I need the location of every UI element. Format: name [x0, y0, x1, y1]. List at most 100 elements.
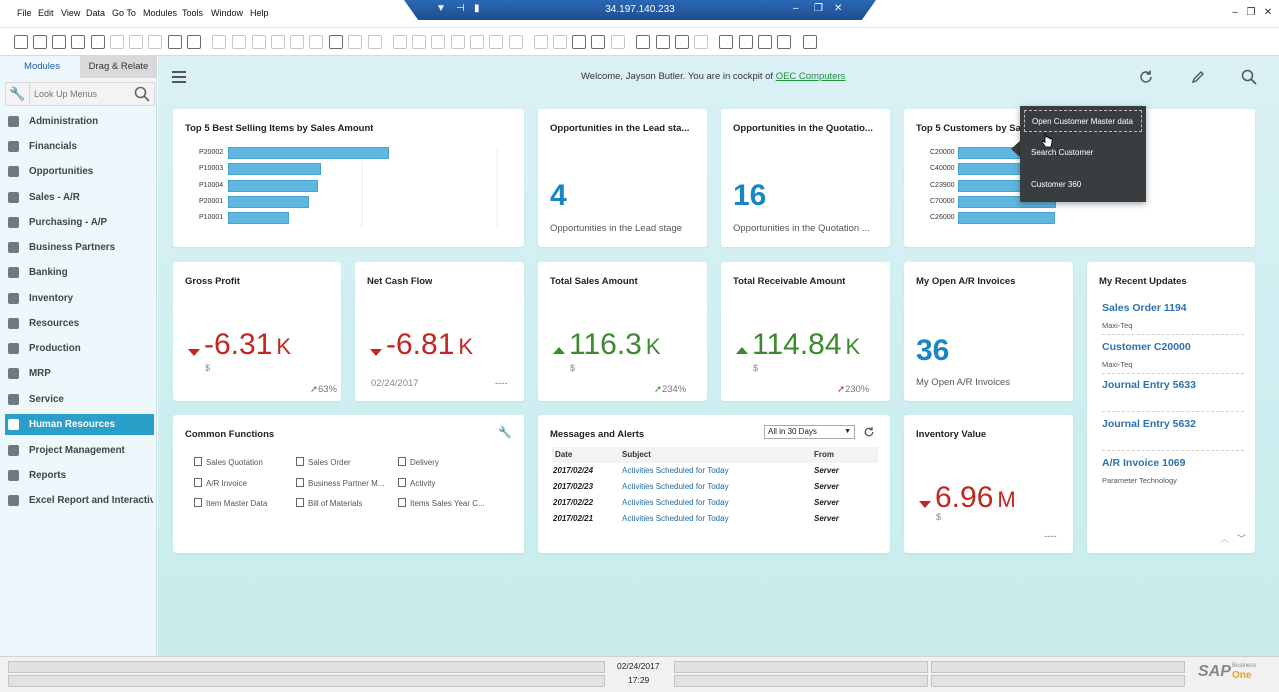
sidebar-item-service[interactable]: Service: [5, 389, 154, 410]
last-record-icon[interactable]: [309, 35, 323, 49]
sidebar-item-production[interactable]: Production: [5, 338, 154, 359]
widget-total-receivable[interactable]: Total Receivable Amount 114.84 K $ ➚230%: [721, 262, 890, 401]
menu-customer-360[interactable]: Customer 360: [1031, 180, 1082, 189]
menu-tools[interactable]: Tools: [182, 8, 204, 18]
find-icon[interactable]: [14, 35, 28, 49]
table-row[interactable]: 2017/02/23 Activities Scheduled for Today…: [552, 479, 878, 495]
company-link[interactable]: OEC Computers: [775, 71, 846, 82]
bar[interactable]: [958, 212, 1055, 225]
widget-net-cash-flow[interactable]: Net Cash Flow -6.81 K 02/24/2017 ----: [355, 262, 524, 401]
excel-icon[interactable]: [110, 35, 124, 49]
table-row[interactable]: 2017/02/22 Activities Scheduled for Today…: [552, 495, 878, 511]
minimize-icon[interactable]: –: [1232, 7, 1238, 18]
function-bill-of-materials[interactable]: Bill of Materials: [296, 498, 362, 508]
refresh-icon[interactable]: [863, 426, 875, 438]
edit-form-icon[interactable]: [777, 35, 791, 49]
table-row[interactable]: 2017/02/21 Activities Scheduled for Today…: [552, 511, 878, 527]
function-business-partner[interactable]: Business Partner M...: [296, 478, 384, 488]
scroll-up-icon[interactable]: ︿: [1220, 534, 1230, 544]
function-delivery[interactable]: Delivery: [398, 457, 439, 467]
check-doc-icon[interactable]: [656, 35, 670, 49]
chat-icon[interactable]: [591, 35, 605, 49]
remote-minimize-icon[interactable]: –: [793, 3, 799, 14]
widget-inventory-value[interactable]: Inventory Value 6.96 M $ ----: [904, 415, 1073, 553]
payment-icon[interactable]: [451, 35, 465, 49]
sidebar-item-opportunities[interactable]: Opportunities: [5, 161, 154, 182]
next-record-icon[interactable]: [290, 35, 304, 49]
bar[interactable]: [228, 212, 289, 225]
column-from[interactable]: From: [814, 450, 834, 459]
widget-gross-profit[interactable]: Gross Profit -6.31 K $ ➚63%: [173, 262, 341, 401]
print-icon[interactable]: [33, 35, 47, 49]
widget-open-ar-invoices[interactable]: My Open A/R Invoices 36 My Open A/R Invo…: [904, 262, 1073, 401]
menu-data[interactable]: Data: [86, 8, 106, 18]
bar[interactable]: [228, 179, 318, 192]
filter-icon[interactable]: [348, 35, 362, 49]
menu-file[interactable]: File: [17, 8, 32, 18]
duplicate-icon[interactable]: [232, 35, 246, 49]
gross-profit-icon[interactable]: [431, 35, 445, 49]
menu-help[interactable]: Help: [250, 8, 269, 18]
sidebar-item-excel-report[interactable]: Excel Report and Interactive: [5, 490, 154, 511]
function-activity[interactable]: Activity: [398, 478, 435, 488]
function-item-master-data[interactable]: Item Master Data: [194, 498, 267, 508]
sidebar-item-human-resources[interactable]: Human Resources: [5, 414, 154, 435]
sidebar-item-banking[interactable]: Banking: [5, 262, 154, 283]
alert-icon[interactable]: [611, 35, 625, 49]
preview-icon[interactable]: [71, 35, 85, 49]
close-icon[interactable]: ✕: [1263, 7, 1273, 18]
update-link[interactable]: A/R Invoice 1069: [1102, 457, 1186, 469]
freight-icon[interactable]: [470, 35, 484, 49]
restore-icon[interactable]: ❐: [1246, 7, 1256, 18]
sidebar-item-mrp[interactable]: MRP: [5, 363, 154, 384]
sort-icon[interactable]: [368, 35, 382, 49]
widget-recent-updates[interactable]: My Recent Updates Sales Order 1194 Maxi-…: [1087, 262, 1255, 553]
previous-record-icon[interactable]: [271, 35, 285, 49]
sidebar-item-sales[interactable]: Sales - A/R: [5, 187, 154, 208]
sidebar-item-reports[interactable]: Reports: [5, 465, 154, 486]
function-ar-invoice[interactable]: A/R Invoice: [194, 478, 247, 488]
dropdown-arrow-icon[interactable]: ▼: [436, 3, 446, 14]
remote-close-icon[interactable]: ✕: [834, 3, 843, 14]
period-filter-select[interactable]: All in 30 Days ▼: [764, 425, 855, 439]
target-document-icon[interactable]: [412, 35, 426, 49]
add-icon[interactable]: [212, 35, 226, 49]
widget-messages-alerts[interactable]: Messages and Alerts All in 30 Days ▼ Date…: [538, 415, 890, 553]
scroll-down-icon[interactable]: ﹀: [1237, 534, 1247, 544]
hamburger-menu-icon[interactable]: [172, 71, 186, 83]
bar[interactable]: [228, 195, 309, 208]
menu-modules[interactable]: Modules: [143, 8, 178, 18]
row-subject[interactable]: Activities Scheduled for Today: [622, 466, 729, 475]
calendar-grid-icon[interactable]: [489, 35, 503, 49]
search-icon[interactable]: [1241, 69, 1257, 85]
menu-goto[interactable]: Go To: [112, 8, 136, 18]
pin-icon[interactable]: ⊣: [456, 3, 465, 14]
calculator-icon[interactable]: [675, 35, 689, 49]
widget-opp-lead[interactable]: Opportunities in the Lead sta... 4 Oppor…: [538, 109, 707, 247]
menu-search-input[interactable]: [34, 86, 129, 102]
function-sales-quotation[interactable]: Sales Quotation: [194, 457, 263, 467]
printer-icon[interactable]: [91, 35, 105, 49]
layout-icon[interactable]: [509, 35, 523, 49]
update-link[interactable]: Sales Order 1194: [1102, 302, 1187, 314]
menu-view[interactable]: View: [61, 8, 81, 18]
refresh-icon[interactable]: [329, 35, 343, 49]
column-date[interactable]: Date: [555, 450, 573, 459]
row-subject[interactable]: Activities Scheduled for Today: [622, 498, 729, 507]
sidebar-item-business-partners[interactable]: Business Partners: [5, 237, 154, 258]
base-document-icon[interactable]: [393, 35, 407, 49]
calendar-icon[interactable]: [636, 35, 650, 49]
menu-window[interactable]: Window: [211, 8, 244, 18]
menu-open-customer-master[interactable]: Open Customer Master data: [1024, 110, 1142, 132]
menu-search-customer[interactable]: Search Customer: [1031, 148, 1094, 157]
remote-restore-icon[interactable]: ❐: [814, 3, 823, 14]
row-subject[interactable]: Activities Scheduled for Today: [622, 482, 729, 491]
table-row[interactable]: 2017/02/24 Activities Scheduled for Today…: [552, 463, 878, 479]
refresh-icon[interactable]: [1138, 69, 1154, 85]
bar[interactable]: [228, 163, 321, 176]
sidebar-item-administration[interactable]: Administration: [5, 111, 154, 132]
sidebar-item-resources[interactable]: Resources: [5, 313, 154, 334]
export-icon[interactable]: [758, 35, 772, 49]
first-record-icon[interactable]: [252, 35, 266, 49]
edit-icon[interactable]: [1190, 69, 1206, 85]
